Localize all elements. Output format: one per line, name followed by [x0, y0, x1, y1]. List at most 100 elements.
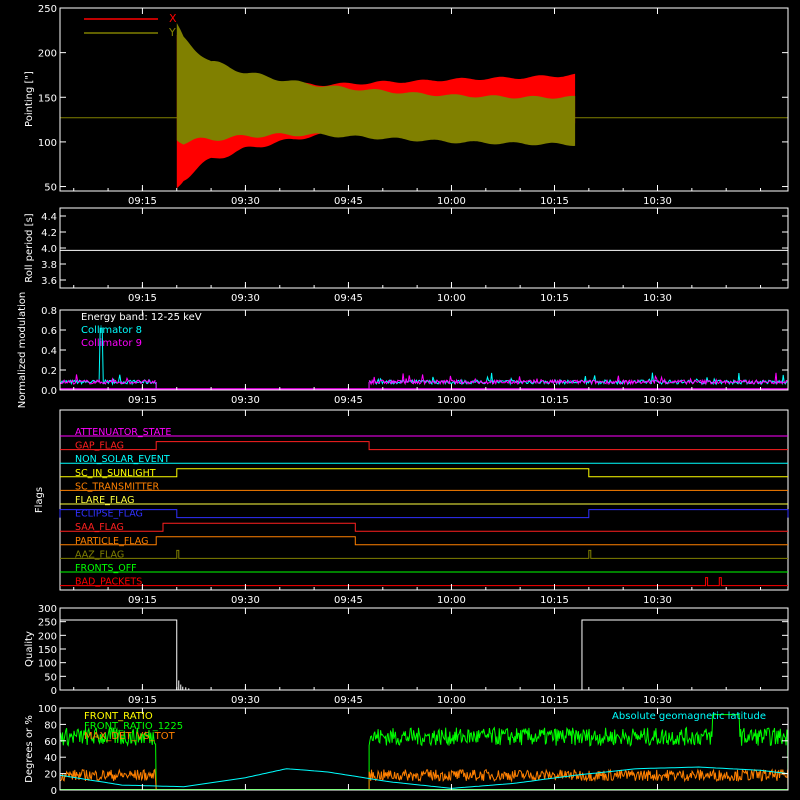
y-tick-label: 0.2 [41, 366, 57, 377]
y-tick-label: 100 [38, 138, 57, 149]
y-axis-label: Quality [24, 631, 35, 667]
y-tick-label: 0.6 [41, 326, 57, 337]
x-tick-label: 09:45 [334, 293, 363, 304]
legend-label-front-ratio: FRONT_RATIO [84, 711, 153, 722]
x-tick-label: 09:45 [334, 395, 363, 406]
y-tick-label: 4.0 [41, 244, 57, 255]
x-tick-label: 10:15 [540, 293, 569, 304]
flag-trace-gap-flag [60, 441, 788, 451]
x-tick-label: 09:45 [334, 196, 363, 207]
y-tick-label: 0 [51, 786, 57, 797]
quality-panel: 0 50 100 150 200 250 300 09:15 09:30 09:45 10:00 1… [24, 604, 789, 706]
x-tick-label: 10:00 [437, 293, 466, 304]
y-axis-label: Normalized modulation [17, 292, 28, 409]
y-tick-label: 0.4 [41, 346, 57, 357]
flag-label-saa-flag: SAA_FLAG [75, 522, 124, 533]
y-axis-label: Degrees or % [24, 715, 35, 783]
x-tick-label: 09:15 [128, 196, 157, 207]
legend-label-geomagnetic-latitude: Absolute geomagnetic latitude [612, 711, 766, 722]
flag-label-sc-transmitter: SC_TRANSMITTER [75, 481, 160, 492]
flag-label-bad-packets: BAD_PACKETS [75, 577, 142, 588]
y-tick-label: 100 [38, 704, 57, 715]
y-tick-label: 80 [44, 720, 57, 731]
x-tick-label: 10:15 [540, 196, 569, 207]
x-tick-label: 10:30 [643, 293, 672, 304]
x-tick-label: 10:00 [437, 395, 466, 406]
ratios-panel: 0 20 40 60 80 100 Degrees or % FRONT_RATIO FR… [24, 704, 789, 797]
x-tick-label: 09:30 [231, 196, 260, 207]
plot-frame [59, 409, 789, 591]
y-axis-label: Pointing ["] [24, 71, 35, 127]
x-tick-label: 10:00 [437, 695, 466, 706]
y-tick-label: 50 [44, 672, 57, 683]
x-tick-label: 10:00 [437, 196, 466, 207]
modulation-panel: 0.0 0.2 0.4 0.6 0.8 09:15 09:30 09:45 10:00 10:1… [17, 292, 789, 409]
y-tick-label: 150 [38, 645, 57, 656]
x-tick-label: 10:30 [643, 196, 672, 207]
y-tick-label: 250 [38, 618, 57, 629]
y-tick-label: 50 [44, 183, 57, 194]
y-tick-label: 60 [44, 737, 57, 748]
y-tick-label: 20 [44, 770, 57, 781]
x-tick-label: 10:15 [540, 595, 569, 606]
y-tick-label: 150 [38, 93, 57, 104]
x-tick-label: 09:15 [128, 695, 157, 706]
flag-label-flare-flag: FLARE_FLAG [75, 495, 135, 506]
x-tick-label: 09:15 [128, 395, 157, 406]
y-tick-label: 3.8 [41, 260, 57, 271]
pointing-envelope-y [176, 23, 576, 146]
flag-trace-particle-flag [60, 536, 788, 546]
y-tick-label: 0 [51, 686, 57, 697]
ratio-line-front-ratio-1225 [368, 714, 788, 790]
legend-label-x: X [169, 12, 177, 25]
y-tick-label: 100 [38, 659, 57, 670]
flag-label-sc-in-sunlight: SC_IN_SUNLIGHT [75, 468, 156, 479]
legend: X Y [84, 12, 177, 39]
modulation-line-collimator-9 [368, 372, 788, 386]
legend-label-collimator-8: Collimator 8 [81, 325, 142, 336]
x-tick-label: 09:45 [334, 695, 363, 706]
geomagnetic-latitude-line [60, 766, 788, 789]
x-tick-label: 09:15 [128, 595, 157, 606]
x-tick-label: 10:15 [540, 695, 569, 706]
y-tick-label: 200 [38, 49, 57, 60]
y-tick-label: 200 [38, 631, 57, 642]
energy-band-annotation: Energy band: 12-25 keV [81, 312, 202, 323]
x-tick-label: 09:30 [231, 293, 260, 304]
flag-label-gap-flag: GAP_FLAG [75, 441, 124, 452]
pointing-panel: 50 100 150 200 250 09:15 09:30 09:45 10:00 10:15… [24, 4, 789, 207]
ratio-line-max-det-vs-tot [60, 768, 157, 790]
x-tick-label: 09:15 [128, 293, 157, 304]
modulation-line-collimator-8 [368, 372, 788, 386]
flag-trace-aaz-flag [60, 549, 788, 559]
y-axis-label: Flags [34, 487, 45, 513]
x-tick-label: 09:30 [231, 395, 260, 406]
flag-label-fronts-off: FRONTS_OFF [75, 563, 137, 574]
y-axis-label: Roll period [s] [24, 213, 35, 282]
flag-label-aaz-flag: AAZ_FLAG [75, 549, 124, 560]
x-tick-label: 10:15 [540, 395, 569, 406]
x-tick-label: 10:00 [437, 595, 466, 606]
y-tick-label: 0.0 [41, 386, 57, 397]
quality-step [60, 619, 178, 690]
legend-label-front-ratio-1225: FRONT_RATIO_1225 [84, 721, 183, 732]
y-tick-label: 300 [38, 604, 57, 615]
y-tick-label: 40 [44, 753, 57, 764]
y-tick-label: 3.6 [41, 276, 57, 287]
y-tick-label: 4.2 [41, 228, 57, 239]
flag-trace-eclipse-flag [59, 509, 789, 519]
legend-label-y: Y [168, 26, 176, 39]
flags-panel: ATTENUATOR_STATE GAP_FLAG NON_SOLAR_EVENT S… [34, 409, 789, 606]
plot-frame [59, 707, 789, 791]
flag-label-eclipse-flag: ECLIPSE_FLAG [75, 509, 143, 520]
flag-label-attenuator-state: ATTENUATOR_STATE [75, 427, 171, 438]
flag-trace-bad-packets [60, 577, 788, 587]
flag-trace-sc-in-sunlight [60, 468, 788, 478]
modulation-line-collimator-9 [60, 374, 157, 385]
roll-period-panel: 3.6 3.8 4.0 4.2 4.4 09:15 09:30 09:45 10:00 10:1… [24, 207, 789, 304]
flag-trace-saa-flag [60, 522, 788, 532]
x-tick-label: 09:30 [231, 695, 260, 706]
ratio-line-max-det-vs-tot [368, 768, 788, 790]
y-tick-label: 0.8 [41, 306, 57, 317]
